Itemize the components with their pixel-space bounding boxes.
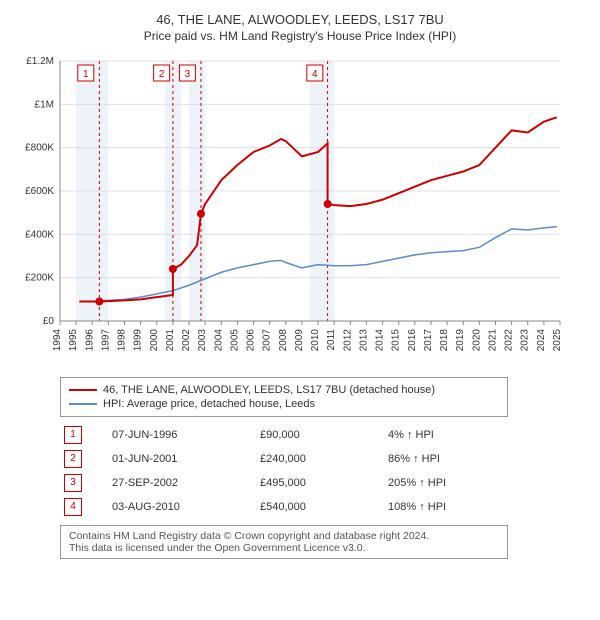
- svg-text:£200K: £200K: [25, 273, 54, 284]
- page-subtitle: Price paid vs. HM Land Registry's House …: [10, 29, 590, 43]
- svg-text:2013: 2013: [358, 329, 369, 352]
- svg-text:2014: 2014: [375, 329, 386, 352]
- svg-text:2009: 2009: [294, 329, 305, 352]
- table-row: 1 07-JUN-1996£90,0004% ↑ HPI: [60, 423, 490, 447]
- legend-row: 46, THE LANE, ALWOODLEY, LEEDS, LS17 7BU…: [69, 384, 499, 396]
- event-price: £540,000: [256, 495, 384, 519]
- event-price: £90,000: [256, 423, 384, 447]
- svg-text:1997: 1997: [100, 329, 111, 352]
- event-pct: 108% ↑ HPI: [384, 495, 490, 519]
- svg-text:2004: 2004: [213, 329, 224, 352]
- svg-text:£1M: £1M: [35, 99, 54, 110]
- table-row: 4 03-AUG-2010£540,000108% ↑ HPI: [60, 495, 490, 519]
- attribution-footer: Contains HM Land Registry data © Crown c…: [60, 525, 508, 559]
- svg-text:2012: 2012: [342, 329, 353, 352]
- svg-text:2017: 2017: [423, 329, 434, 352]
- svg-text:2010: 2010: [310, 329, 321, 352]
- svg-text:2011: 2011: [326, 329, 337, 351]
- svg-text:2015: 2015: [391, 329, 402, 352]
- svg-text:2018: 2018: [439, 329, 450, 352]
- svg-text:2024: 2024: [536, 329, 547, 352]
- svg-text:2001: 2001: [165, 329, 176, 352]
- svg-text:2006: 2006: [246, 329, 257, 352]
- event-date: 03-AUG-2010: [108, 495, 256, 519]
- event-date: 07-JUN-1996: [108, 423, 256, 447]
- svg-text:2005: 2005: [229, 329, 240, 352]
- svg-text:£600K: £600K: [25, 186, 54, 197]
- legend-swatch: [69, 403, 97, 405]
- page-title: 46, THE LANE, ALWOODLEY, LEEDS, LS17 7BU: [10, 12, 590, 27]
- table-row: 2 01-JUN-2001£240,00086% ↑ HPI: [60, 447, 490, 471]
- svg-text:2020: 2020: [471, 329, 482, 352]
- svg-text:1994: 1994: [52, 329, 63, 352]
- legend-label: 46, THE LANE, ALWOODLEY, LEEDS, LS17 7BU…: [103, 384, 435, 396]
- footer-line: Contains HM Land Registry data © Crown c…: [69, 530, 499, 542]
- svg-text:1999: 1999: [133, 329, 144, 352]
- svg-text:2019: 2019: [455, 329, 466, 352]
- table-row: 3 27-SEP-2002£495,000205% ↑ HPI: [60, 471, 490, 495]
- svg-text:2003: 2003: [197, 329, 208, 352]
- event-price: £495,000: [256, 471, 384, 495]
- svg-text:£0: £0: [43, 316, 55, 327]
- svg-text:2023: 2023: [520, 329, 531, 352]
- svg-text:2008: 2008: [278, 329, 289, 352]
- svg-text:1998: 1998: [117, 329, 128, 352]
- svg-text:2022: 2022: [504, 329, 515, 352]
- event-marker: 3: [64, 474, 82, 492]
- event-price: £240,000: [256, 447, 384, 471]
- footer-line: This data is licensed under the Open Gov…: [69, 542, 499, 554]
- legend-swatch: [69, 389, 97, 391]
- svg-text:£1.2M: £1.2M: [26, 56, 54, 67]
- svg-text:3: 3: [185, 69, 191, 80]
- event-date: 01-JUN-2001: [108, 447, 256, 471]
- chart-container: £0 £200K £400K £600K £800K £1M £1.2M 1994 1995 19…: [10, 51, 590, 371]
- svg-text:2021: 2021: [487, 329, 498, 352]
- event-pct: 86% ↑ HPI: [384, 447, 490, 471]
- svg-text:2007: 2007: [262, 329, 273, 352]
- svg-text:1: 1: [83, 69, 89, 80]
- event-pct: 4% ↑ HPI: [384, 423, 490, 447]
- event-date: 27-SEP-2002: [108, 471, 256, 495]
- price-chart: £0 £200K £400K £600K £800K £1M £1.2M 1994 1995 19…: [10, 51, 570, 371]
- svg-text:1995: 1995: [68, 329, 79, 352]
- svg-text:4: 4: [312, 69, 318, 80]
- events-table: 1 07-JUN-1996£90,0004% ↑ HPI 2 01-JUN-2001£…: [60, 423, 490, 519]
- svg-text:2025: 2025: [552, 329, 563, 352]
- event-marker: 4: [64, 498, 82, 516]
- event-pct: 205% ↑ HPI: [384, 471, 490, 495]
- svg-text:2002: 2002: [181, 329, 192, 352]
- svg-text:2: 2: [159, 69, 165, 80]
- event-marker: 2: [64, 450, 82, 468]
- svg-text:1996: 1996: [84, 329, 95, 352]
- svg-text:2000: 2000: [149, 329, 160, 352]
- legend-label: HPI: Average price, detached house, Leed…: [103, 398, 315, 410]
- svg-text:2016: 2016: [407, 329, 418, 352]
- svg-text:£400K: £400K: [25, 229, 54, 240]
- svg-text:£800K: £800K: [25, 143, 54, 154]
- event-marker: 1: [64, 426, 82, 444]
- legend-box: 46, THE LANE, ALWOODLEY, LEEDS, LS17 7BU…: [60, 377, 508, 417]
- legend-row: HPI: Average price, detached house, Leed…: [69, 398, 499, 410]
